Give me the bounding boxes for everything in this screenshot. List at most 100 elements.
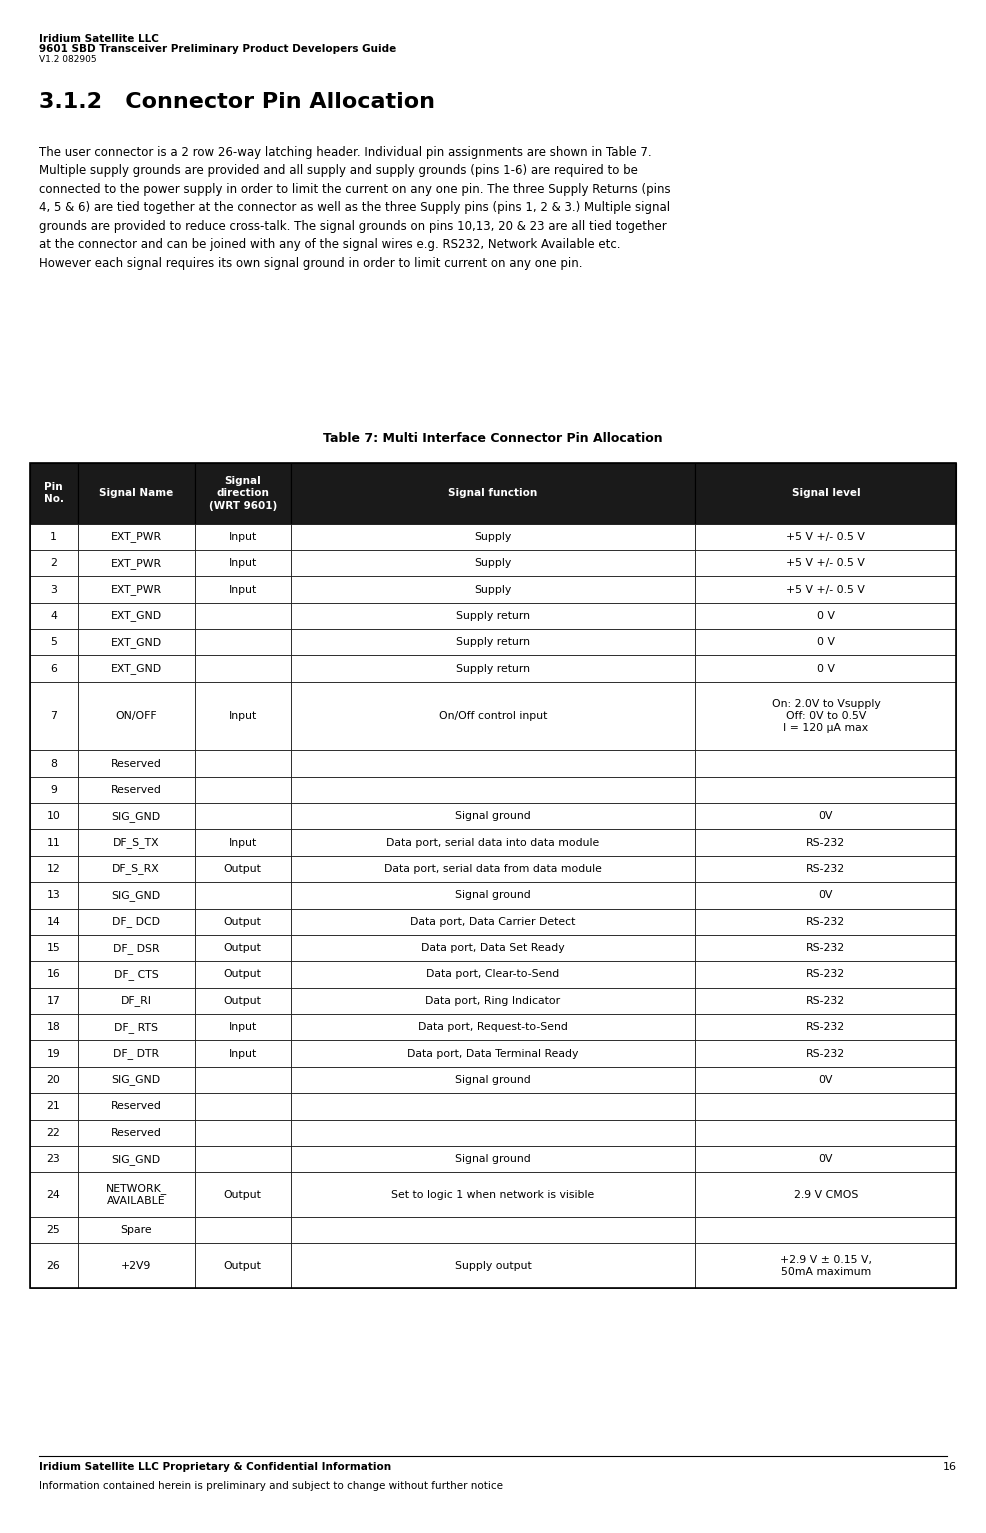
Bar bbox=[695, 1093, 956, 1119]
Text: Data port, Data Set Ready: Data port, Data Set Ready bbox=[421, 943, 565, 954]
Bar bbox=[695, 987, 956, 1013]
Text: RS-232: RS-232 bbox=[807, 969, 845, 980]
Bar bbox=[291, 524, 695, 550]
Text: EXT_GND: EXT_GND bbox=[110, 610, 162, 621]
Text: 0V: 0V bbox=[818, 891, 833, 900]
Text: DF_ CTS: DF_ CTS bbox=[113, 969, 159, 980]
Bar bbox=[30, 829, 78, 855]
Text: 0V: 0V bbox=[818, 1075, 833, 1085]
Bar bbox=[695, 1013, 956, 1041]
Bar bbox=[291, 682, 695, 750]
Bar bbox=[30, 682, 78, 750]
Text: 1: 1 bbox=[50, 532, 57, 541]
Text: Output: Output bbox=[224, 1190, 261, 1200]
Bar bbox=[194, 803, 291, 829]
Bar bbox=[194, 1041, 291, 1067]
Text: 19: 19 bbox=[46, 1049, 60, 1059]
Bar bbox=[30, 1041, 78, 1067]
Bar bbox=[695, 576, 956, 602]
Text: RS-232: RS-232 bbox=[807, 917, 845, 927]
Bar bbox=[30, 1173, 78, 1217]
Text: 10: 10 bbox=[46, 811, 60, 822]
Bar bbox=[291, 750, 695, 777]
Bar bbox=[194, 935, 291, 961]
Text: RS-232: RS-232 bbox=[807, 837, 845, 848]
Bar bbox=[291, 987, 695, 1013]
Bar bbox=[30, 656, 78, 682]
Bar bbox=[194, 524, 291, 550]
Text: +2V9: +2V9 bbox=[121, 1260, 151, 1271]
Bar bbox=[695, 1145, 956, 1173]
Bar bbox=[30, 463, 956, 1288]
Text: 4: 4 bbox=[50, 610, 57, 621]
Bar bbox=[194, 750, 291, 777]
Bar bbox=[695, 935, 956, 961]
Bar bbox=[194, 1243, 291, 1288]
Bar bbox=[194, 1217, 291, 1243]
Bar bbox=[695, 602, 956, 629]
Text: 0V: 0V bbox=[818, 1154, 833, 1164]
Bar bbox=[695, 750, 956, 777]
Bar bbox=[291, 1013, 695, 1041]
Bar bbox=[30, 961, 78, 987]
Bar bbox=[78, 1243, 194, 1288]
Bar bbox=[194, 576, 291, 602]
Text: 12: 12 bbox=[46, 865, 60, 874]
Text: SIG_GND: SIG_GND bbox=[111, 1075, 161, 1085]
Bar bbox=[695, 803, 956, 829]
Text: Data port, serial data into data module: Data port, serial data into data module bbox=[387, 837, 599, 848]
Bar bbox=[194, 1093, 291, 1119]
Text: 2.9 V CMOS: 2.9 V CMOS bbox=[794, 1190, 858, 1200]
Text: RS-232: RS-232 bbox=[807, 865, 845, 874]
Text: Input: Input bbox=[229, 1049, 256, 1059]
Bar bbox=[78, 524, 194, 550]
Bar bbox=[30, 1243, 78, 1288]
Bar bbox=[30, 987, 78, 1013]
Text: Data port, Data Terminal Ready: Data port, Data Terminal Ready bbox=[407, 1049, 579, 1059]
Bar bbox=[30, 909, 78, 935]
Text: 25: 25 bbox=[46, 1225, 60, 1236]
Bar bbox=[78, 629, 194, 656]
Bar bbox=[291, 576, 695, 602]
Text: Input: Input bbox=[229, 584, 256, 595]
Bar bbox=[291, 909, 695, 935]
Text: Output: Output bbox=[224, 865, 261, 874]
Text: 0V: 0V bbox=[818, 811, 833, 822]
Bar bbox=[78, 463, 194, 524]
Bar bbox=[291, 1067, 695, 1093]
Text: ON/OFF: ON/OFF bbox=[115, 711, 157, 721]
Text: Data port, Ring Indicator: Data port, Ring Indicator bbox=[425, 996, 561, 1006]
Text: DF_RI: DF_RI bbox=[120, 995, 152, 1006]
Bar bbox=[78, 1173, 194, 1217]
Bar bbox=[291, 550, 695, 576]
Text: Data port, Data Carrier Detect: Data port, Data Carrier Detect bbox=[410, 917, 576, 927]
Text: Data port, Clear-to-Send: Data port, Clear-to-Send bbox=[426, 969, 560, 980]
Bar bbox=[695, 961, 956, 987]
Text: 3.1.2   Connector Pin Allocation: 3.1.2 Connector Pin Allocation bbox=[39, 92, 436, 112]
Bar bbox=[695, 855, 956, 881]
Text: DF_S_TX: DF_S_TX bbox=[112, 837, 160, 848]
Text: Output: Output bbox=[224, 1260, 261, 1271]
Bar bbox=[78, 550, 194, 576]
Text: Reserved: Reserved bbox=[110, 785, 162, 796]
Bar bbox=[194, 550, 291, 576]
Text: 16: 16 bbox=[943, 1462, 956, 1473]
Bar bbox=[30, 1067, 78, 1093]
Text: Supply return: Supply return bbox=[456, 638, 530, 647]
Text: 22: 22 bbox=[46, 1128, 60, 1137]
Text: +5 V +/- 0.5 V: +5 V +/- 0.5 V bbox=[787, 558, 866, 569]
Text: 14: 14 bbox=[46, 917, 60, 927]
Text: 0 V: 0 V bbox=[817, 610, 835, 621]
Text: 16: 16 bbox=[46, 969, 60, 980]
Text: V1.2 082905: V1.2 082905 bbox=[39, 55, 97, 64]
Bar bbox=[194, 855, 291, 881]
Bar bbox=[194, 1145, 291, 1173]
Bar bbox=[291, 1217, 695, 1243]
Bar bbox=[194, 656, 291, 682]
Bar bbox=[291, 656, 695, 682]
Text: +5 V +/- 0.5 V: +5 V +/- 0.5 V bbox=[787, 532, 866, 541]
Bar bbox=[695, 1217, 956, 1243]
Text: On: 2.0V to Vsupply
Off: 0V to 0.5V
I = 120 μA max: On: 2.0V to Vsupply Off: 0V to 0.5V I = … bbox=[771, 699, 880, 733]
Bar bbox=[291, 1173, 695, 1217]
Text: Reserved: Reserved bbox=[110, 1101, 162, 1111]
